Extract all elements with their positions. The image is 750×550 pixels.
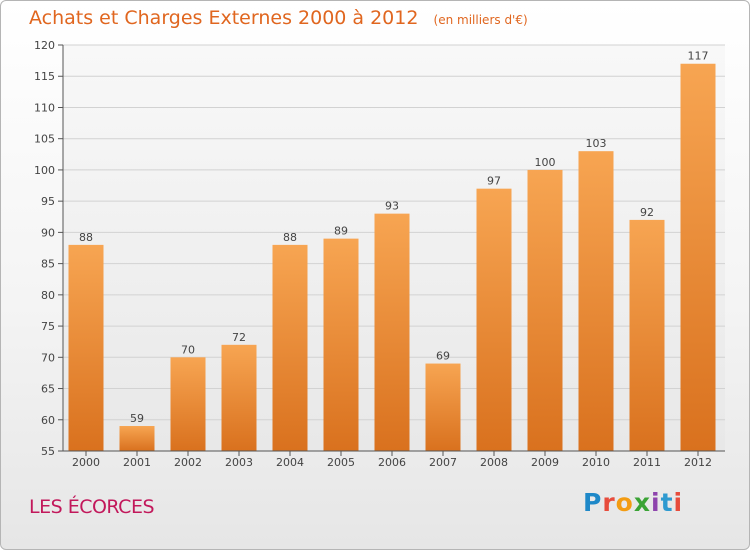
x-tick-label-2010: 2010 bbox=[582, 456, 610, 469]
bar-2005 bbox=[323, 238, 359, 451]
y-tick-label: 70 bbox=[41, 351, 55, 364]
x-tick-label-2004: 2004 bbox=[276, 456, 304, 469]
bar-2012 bbox=[680, 63, 716, 451]
x-tick-label-2009: 2009 bbox=[531, 456, 559, 469]
x-tick-label-2002: 2002 bbox=[174, 456, 202, 469]
y-tick-label: 105 bbox=[34, 133, 55, 146]
value-label-2010: 103 bbox=[586, 137, 607, 150]
x-tick-label-2001: 2001 bbox=[123, 456, 151, 469]
x-tick-label-2005: 2005 bbox=[327, 456, 355, 469]
y-tick-label: 120 bbox=[34, 39, 55, 52]
x-tick-label-2000: 2000 bbox=[72, 456, 100, 469]
value-label-2012: 117 bbox=[688, 50, 709, 63]
x-tick-label-2006: 2006 bbox=[378, 456, 406, 469]
value-label-2007: 69 bbox=[436, 350, 450, 363]
bars: 88 59 70 72 88 89 93 69 97 100 103 92 117 bbox=[68, 50, 716, 451]
value-label-2003: 72 bbox=[232, 331, 246, 344]
commune-name: LES ÉCORCES bbox=[29, 496, 155, 518]
value-label-2008: 97 bbox=[487, 175, 501, 188]
x-tick-label-2012: 2012 bbox=[684, 456, 712, 469]
y-tick-label: 55 bbox=[41, 445, 55, 458]
y-tick-label: 95 bbox=[41, 195, 55, 208]
value-label-2005: 89 bbox=[334, 225, 348, 238]
bar-2003 bbox=[221, 344, 257, 451]
proxiti-logo: Proxiti bbox=[583, 488, 684, 517]
value-label-2001: 59 bbox=[130, 412, 144, 425]
value-label-2011: 92 bbox=[640, 206, 654, 219]
value-label-2002: 70 bbox=[181, 343, 195, 356]
bar-2002 bbox=[170, 357, 206, 451]
bar-2010 bbox=[578, 151, 614, 451]
title-row: Achats et Charges Externes 2000 à 2012 (… bbox=[29, 7, 528, 29]
x-tick-label-2008: 2008 bbox=[480, 456, 508, 469]
y-tick-label: 80 bbox=[41, 289, 55, 302]
value-label-2000: 88 bbox=[79, 231, 93, 244]
y-tick-label: 110 bbox=[34, 101, 55, 114]
bar-2011 bbox=[629, 219, 665, 451]
axes: 55 60 65 70 75 80 85 90 95 100 105 110 115 120 2000 200… bbox=[34, 39, 725, 469]
x-tick-label-2003: 2003 bbox=[225, 456, 253, 469]
bar-2006 bbox=[374, 213, 410, 451]
bar-2004 bbox=[272, 244, 308, 451]
y-tick-label: 90 bbox=[41, 226, 55, 239]
x-tick-label-2011: 2011 bbox=[633, 456, 661, 469]
y-tick-label: 75 bbox=[41, 320, 55, 333]
y-tick-label: 60 bbox=[41, 414, 55, 427]
value-label-2004: 88 bbox=[283, 231, 297, 244]
bar-2008 bbox=[476, 188, 512, 451]
y-tick-label: 65 bbox=[41, 383, 55, 396]
x-tick-label-2007: 2007 bbox=[429, 456, 457, 469]
chart-subtitle: (en milliers d'€) bbox=[433, 13, 528, 27]
bar-2009 bbox=[527, 169, 563, 451]
y-tick-label: 100 bbox=[34, 164, 55, 177]
bar-2000 bbox=[68, 244, 104, 451]
value-label-2009: 100 bbox=[535, 156, 556, 169]
chart-title: Achats et Charges Externes 2000 à 2012 bbox=[29, 7, 419, 29]
value-label-2006: 93 bbox=[385, 200, 399, 213]
y-tick-label: 115 bbox=[34, 70, 55, 83]
bar-2007 bbox=[425, 363, 461, 451]
y-tick-label: 85 bbox=[41, 258, 55, 271]
bar-2001 bbox=[119, 426, 155, 451]
